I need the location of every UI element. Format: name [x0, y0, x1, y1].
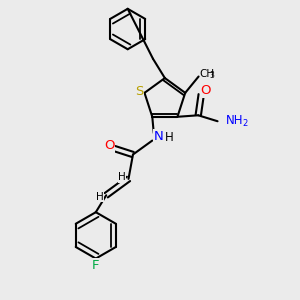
Text: 3: 3 — [210, 71, 214, 80]
Text: O: O — [200, 84, 211, 98]
Text: F: F — [92, 259, 100, 272]
Text: NH: NH — [226, 114, 243, 127]
Text: S: S — [135, 85, 143, 98]
Text: H: H — [165, 131, 174, 144]
Text: 2: 2 — [242, 119, 247, 128]
Text: H: H — [118, 172, 126, 182]
Text: N: N — [153, 130, 163, 142]
Text: CH: CH — [199, 68, 214, 79]
Text: O: O — [104, 139, 114, 152]
Text: H: H — [96, 192, 104, 202]
